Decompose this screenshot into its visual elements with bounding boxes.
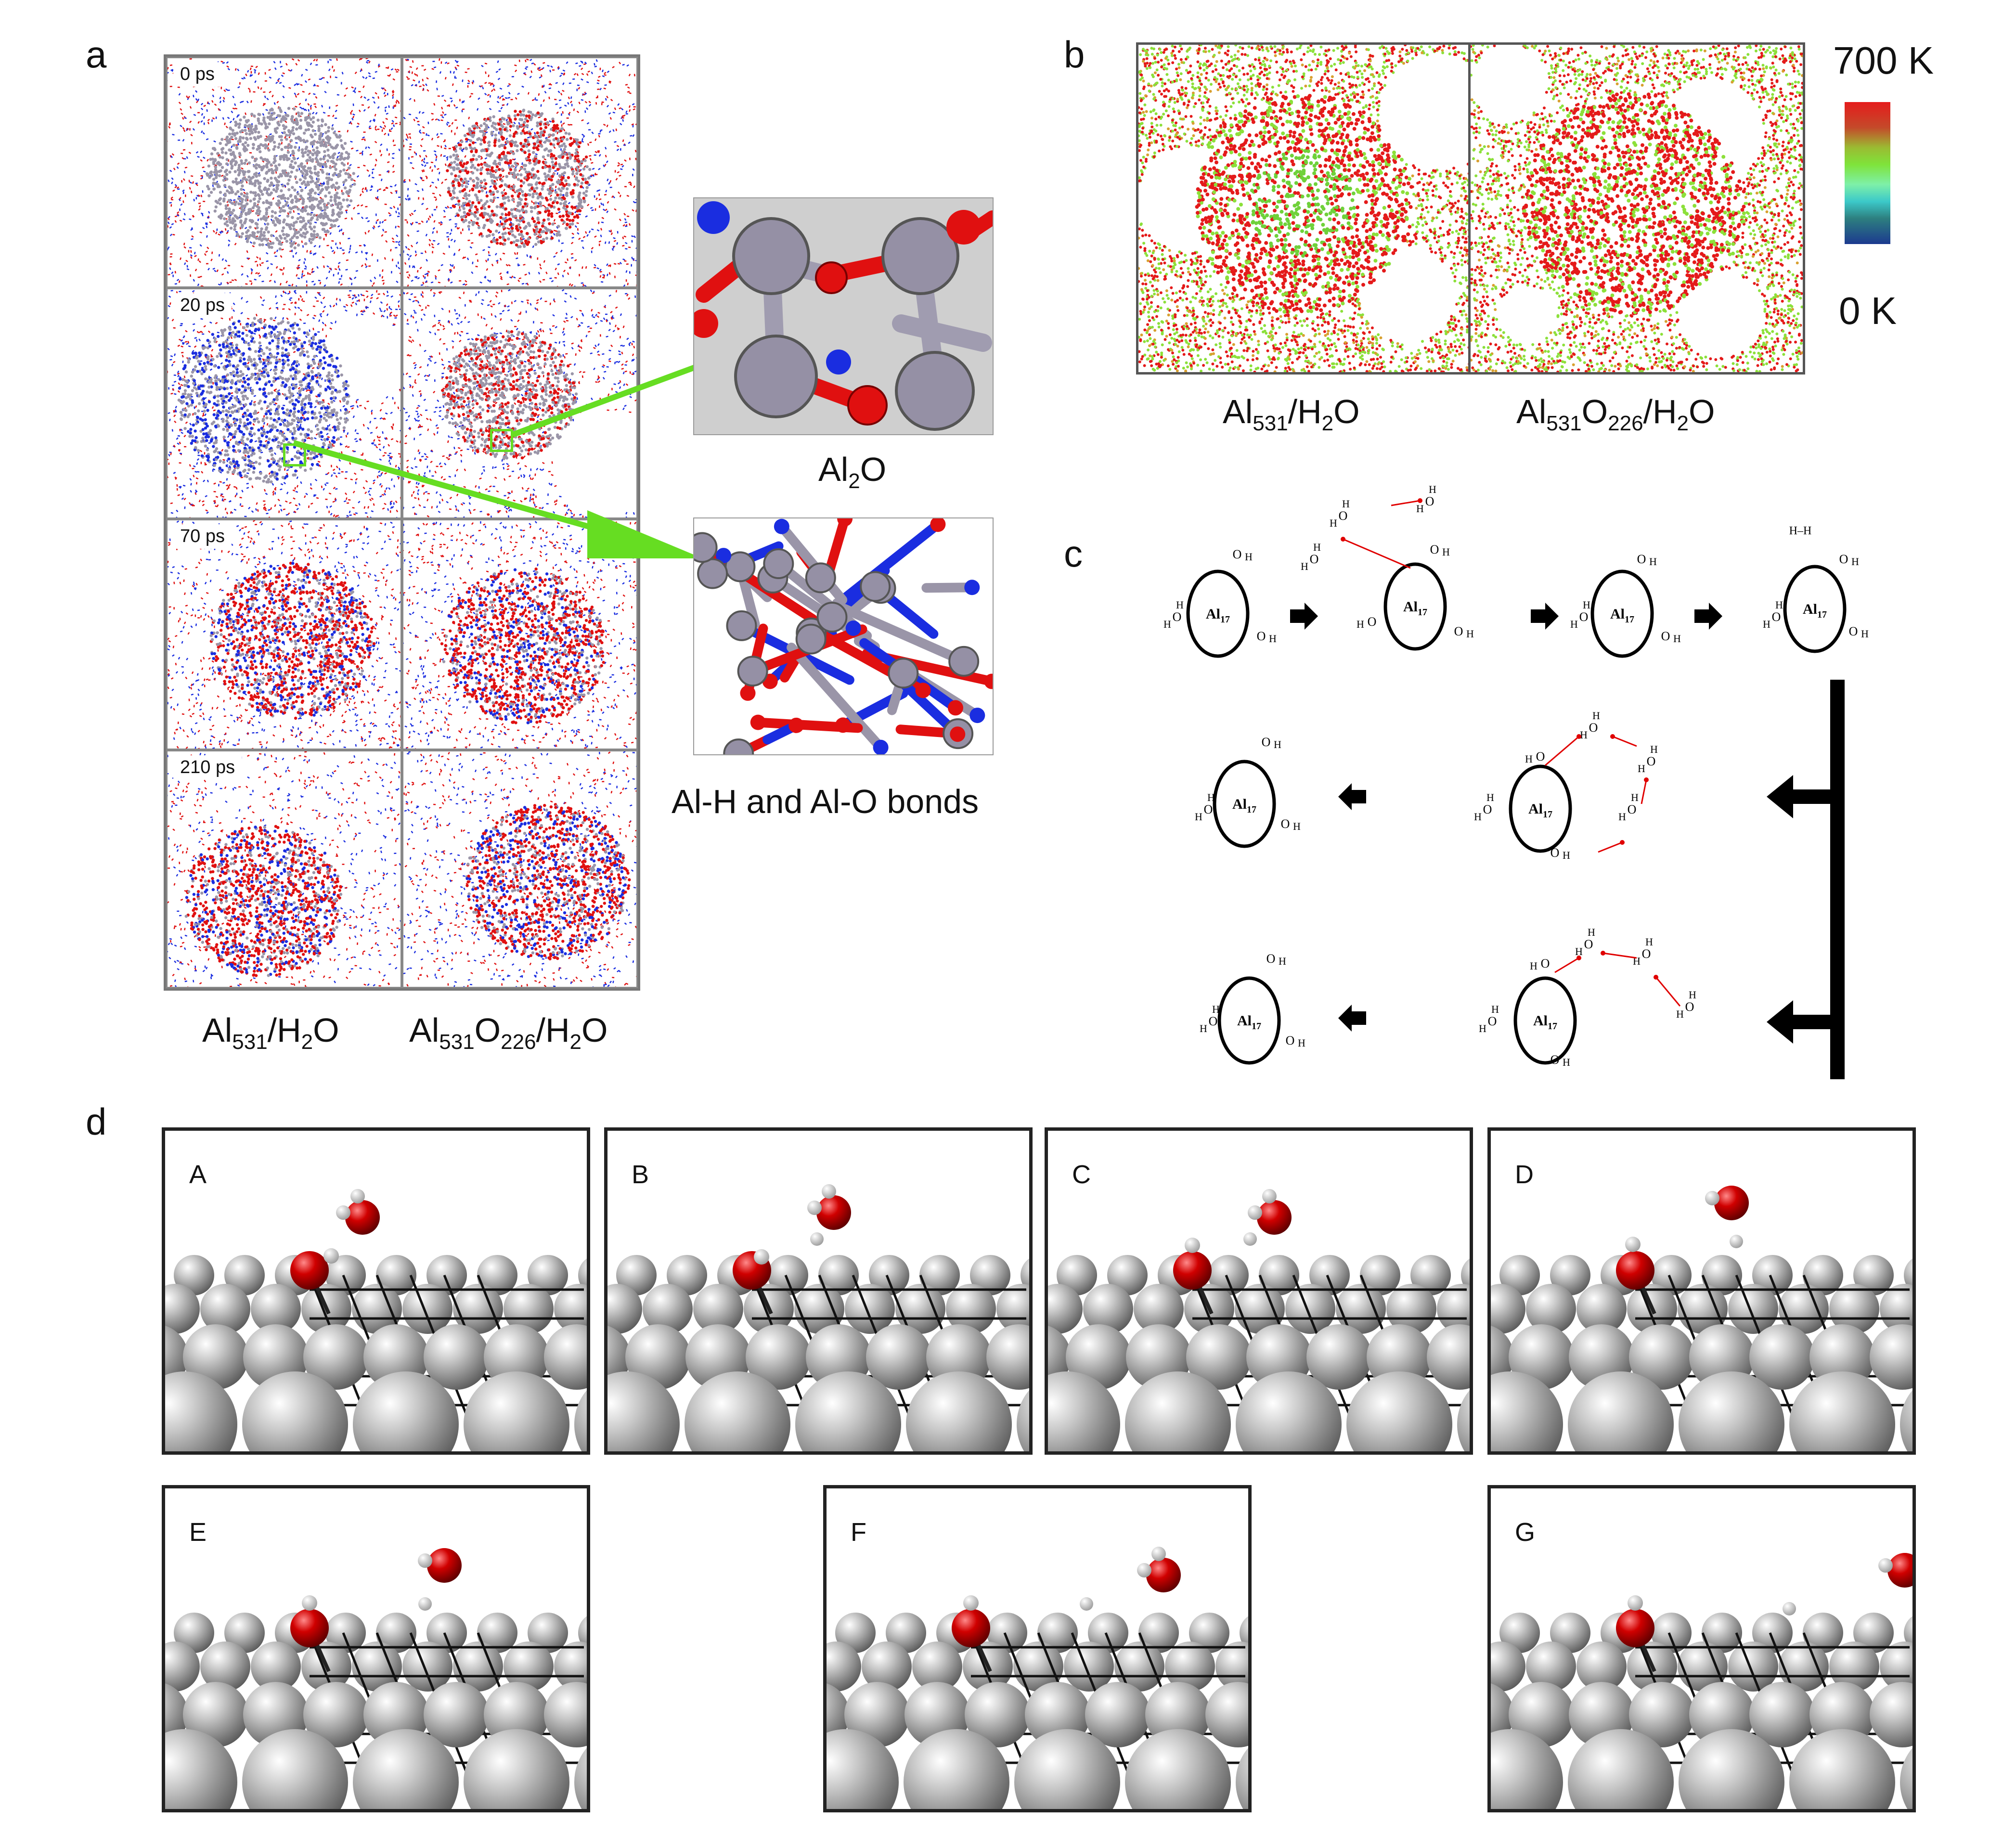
temperature-map-alo <box>1468 42 1805 375</box>
zoom-al2o-structure <box>693 197 994 435</box>
caption-al531-h2o: Al531/H2O <box>202 1011 339 1054</box>
snapshot-al-210ps: 210 ps <box>166 750 402 988</box>
caption-b-al531o226-h2o: Al531O226/H2O <box>1516 392 1715 436</box>
frame-label: G <box>1515 1517 1535 1547</box>
panel-a-label: a <box>86 33 106 77</box>
dft-frame-D: D <box>1487 1127 1916 1455</box>
temperature-colorbar <box>1845 102 1890 244</box>
dft-frame-E: E <box>162 1485 590 1812</box>
frame-label: C <box>1072 1160 1091 1189</box>
colorbar-max-label: 700 K <box>1833 39 1934 83</box>
md-snapshot-grid: 0 ps 20 ps 70 ps 210 ps <box>164 54 640 991</box>
time-label: 0 ps <box>173 62 221 87</box>
snapshot-al-20ps: 20 ps <box>166 288 402 519</box>
dft-frame-A: A <box>162 1127 590 1455</box>
caption-al531o226-h2o: Al531O226/H2O <box>409 1011 607 1054</box>
colorbar-min-label: 0 K <box>1839 289 1897 333</box>
zoom-al-h-al-o-bonds <box>693 517 994 755</box>
zoom-region-marker <box>490 429 513 452</box>
frame-label: B <box>632 1160 649 1189</box>
snapshot-alo-0ps <box>402 57 638 288</box>
caption-al2o: Al2O <box>818 450 886 493</box>
snapshot-alo-210ps <box>402 750 638 988</box>
panel-c-label: c <box>1064 532 1083 576</box>
time-label: 20 ps <box>173 293 232 318</box>
caption-bonds: Al-H and Al-O bonds <box>672 782 979 821</box>
temperature-map-al <box>1136 42 1473 375</box>
frame-label: F <box>851 1517 866 1547</box>
time-label: 70 ps <box>173 524 232 549</box>
dft-frame-F: F <box>823 1485 1252 1812</box>
frame-label: D <box>1515 1160 1534 1189</box>
panel-d-label: d <box>86 1100 106 1144</box>
time-label: 210 ps <box>173 755 242 780</box>
ball-stick-model <box>694 198 993 434</box>
frame-label: A <box>189 1160 207 1189</box>
dft-frame-C: C <box>1045 1127 1473 1455</box>
snapshot-alo-20ps <box>402 288 638 519</box>
dft-frame-B: B <box>604 1127 1033 1455</box>
snapshot-al-0ps: 0 ps <box>166 57 402 288</box>
ball-stick-model <box>694 518 993 754</box>
dft-frame-G: G <box>1487 1485 1916 1812</box>
snapshot-al-70ps: 70 ps <box>166 519 402 750</box>
frame-label: E <box>189 1517 207 1547</box>
caption-b-al531-h2o: Al531/H2O <box>1223 392 1360 436</box>
panel-b-label: b <box>1064 33 1085 77</box>
